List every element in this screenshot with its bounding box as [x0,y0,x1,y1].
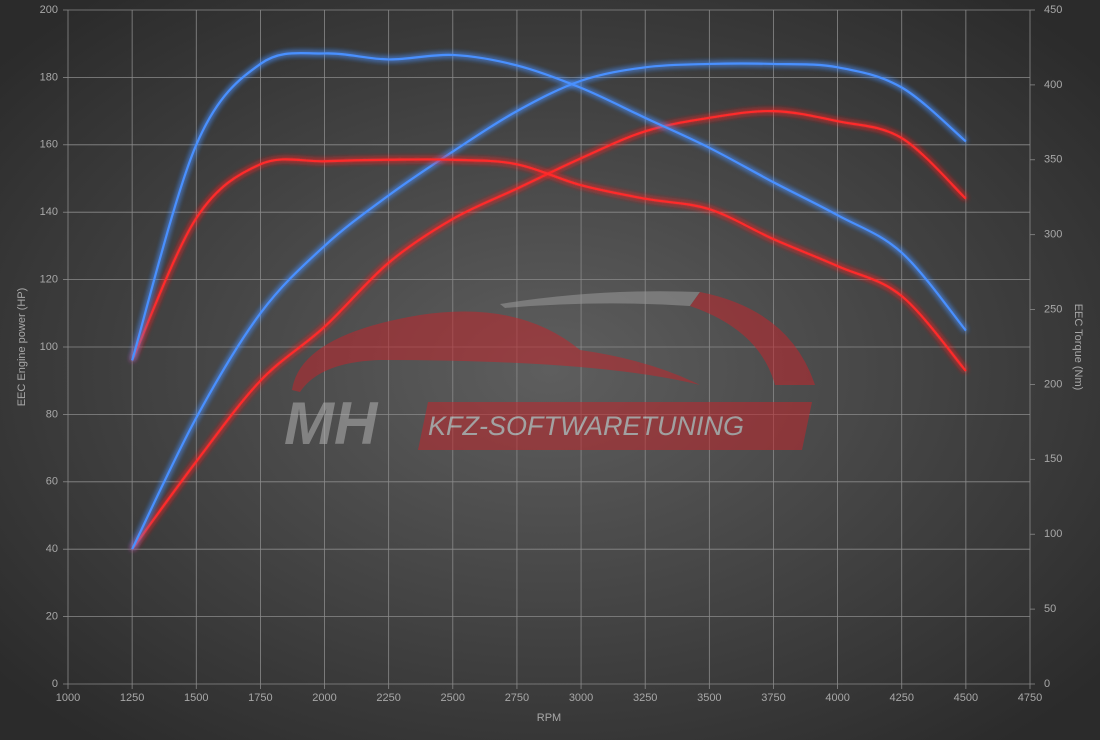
series-line [131,62,967,550]
y2-tick-label: 100 [1044,528,1062,540]
x-tick-label: 1750 [248,692,272,704]
y2-tick-label: 150 [1044,453,1062,465]
y2-axis-label: EEC Torque (Nm) [1072,304,1084,391]
y-tick-label: 140 [40,206,58,218]
y2-tick-label: 350 [1044,154,1062,166]
x-tick-label: 1250 [120,692,144,704]
series-line [131,52,967,361]
x-tick-label: 3250 [633,692,657,704]
y2-tick-label: 450 [1044,4,1062,16]
y-tick-label: 160 [40,139,58,151]
logo-swoosh [500,291,700,308]
x-tick-label: 2500 [441,692,465,704]
y-tick-label: 20 [46,611,58,623]
x-tick-label: 2000 [312,692,336,704]
y-tick-label: 40 [46,543,58,555]
y2-tick-label: 300 [1044,229,1062,241]
y-tick-label: 100 [40,341,58,353]
x-tick-label: 4750 [1018,692,1042,704]
logo-banner [418,402,812,450]
logo-text: KFZ-SOFTWARETUNING [428,411,744,441]
x-tick-label: 1500 [184,692,208,704]
y-tick-label: 80 [46,408,58,420]
x-tick-label: 3500 [697,692,721,704]
y2-tick-label: 400 [1044,79,1062,91]
x-tick-label: 3000 [569,692,593,704]
x-tick-label: 4000 [825,692,849,704]
x-tick-label: 3750 [761,692,785,704]
y2-tick-label: 50 [1044,603,1056,615]
logo-text: MH [284,390,379,457]
y-tick-label: 180 [40,71,58,83]
y-tick-label: 200 [40,4,58,16]
x-tick-label: 2750 [505,692,529,704]
y2-tick-label: 250 [1044,303,1062,315]
series-line [131,109,967,550]
y-axis-label: EEC Engine power (HP) [16,288,28,407]
x-tick-label: 4250 [889,692,913,704]
x-tick-label: 4500 [954,692,978,704]
y2-tick-label: 200 [1044,378,1062,390]
y-tick-label: 0 [52,678,58,690]
y-tick-label: 60 [46,476,58,488]
x-tick-label: 2250 [376,692,400,704]
logo-car [292,311,700,392]
logo-swoosh [690,292,815,385]
y2-tick-label: 0 [1044,678,1050,690]
series-line [131,158,967,372]
watermark: MH KFZ-SOFTWARETUNING [284,291,815,457]
y-tick-label: 120 [40,274,58,286]
x-tick-label: 1000 [56,692,80,704]
x-axis-label: RPM [537,712,561,724]
